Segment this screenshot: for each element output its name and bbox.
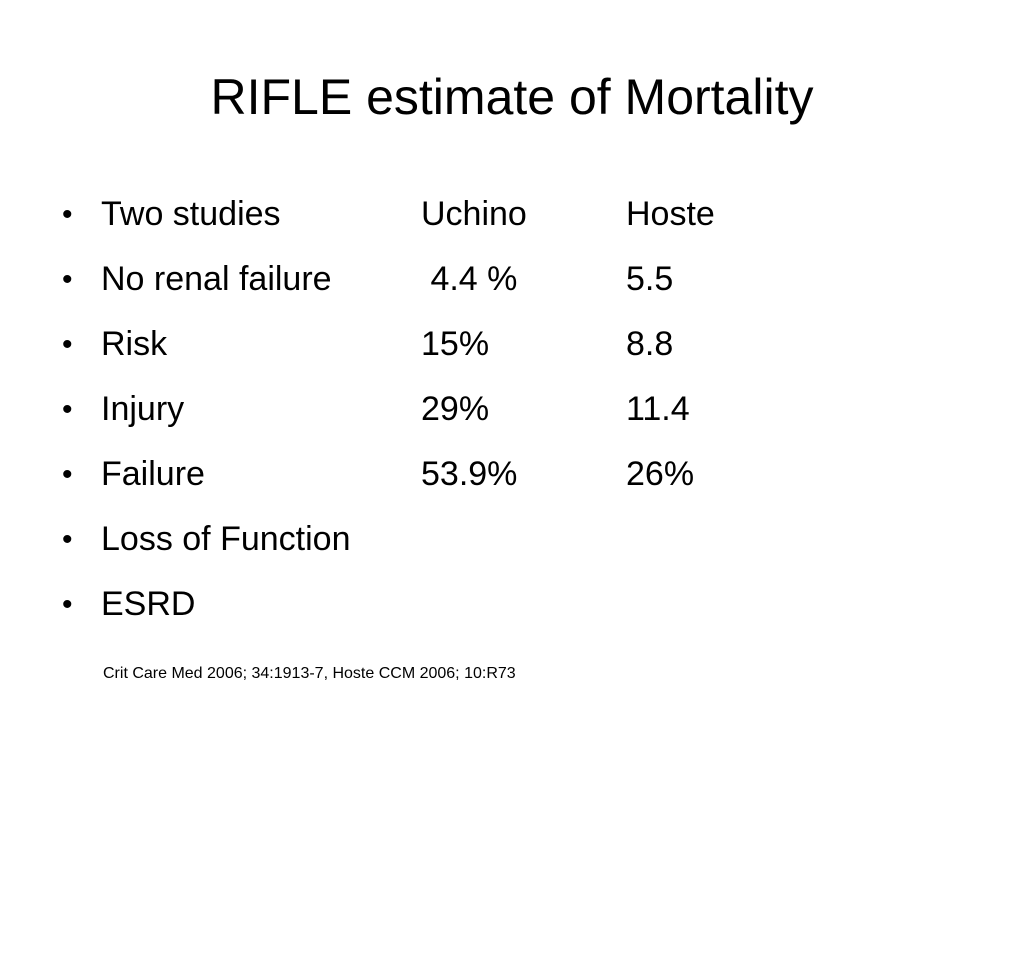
bullet-dot-icon: • xyxy=(62,198,73,231)
list-item: • Risk 15% 8.8 xyxy=(62,312,962,377)
list-item: • Loss of Function xyxy=(62,507,962,572)
citation: Crit Care Med 2006; 34:1913-7, Hoste CCM… xyxy=(103,665,516,682)
list-item: • Failure 53.9% 26% xyxy=(62,442,962,507)
row-label: Loss of Function xyxy=(101,520,351,558)
row-label: No renal failure xyxy=(101,260,332,298)
slide: RIFLE estimate of Mortality • Two studie… xyxy=(62,69,962,682)
hoste-value: 11.4 xyxy=(626,390,690,428)
uchino-value: 53.9% xyxy=(421,455,518,493)
hoste-value: 5.5 xyxy=(626,260,674,298)
slide-title: RIFLE estimate of Mortality xyxy=(210,69,814,125)
hoste-value: Hoste xyxy=(626,195,715,233)
list-item: • Two studies Uchino Hoste xyxy=(62,182,962,247)
row-label: Failure xyxy=(101,455,205,493)
bullet-dot-icon: • xyxy=(62,328,73,361)
uchino-value: 29% xyxy=(421,390,490,428)
list-item: • No renal failure 4.4 % 5.5 xyxy=(62,247,962,312)
row-label: Risk xyxy=(101,325,168,363)
bullet-dot-icon: • xyxy=(62,263,73,296)
row-label: ESRD xyxy=(101,585,196,623)
bullet-dot-icon: • xyxy=(62,588,73,621)
row-label: Two studies xyxy=(101,195,281,233)
uchino-value: 4.4 % xyxy=(421,260,518,298)
hoste-value: 26% xyxy=(626,455,695,493)
bullet-dot-icon: • xyxy=(62,458,73,491)
row-label: Injury xyxy=(101,390,185,428)
bullet-dot-icon: • xyxy=(62,523,73,556)
hoste-value: 8.8 xyxy=(626,325,674,363)
list-item: • ESRD xyxy=(62,572,962,637)
bullet-list: • Two studies Uchino Hoste • No renal fa… xyxy=(62,182,962,637)
list-item: • Injury 29% 11.4 xyxy=(62,377,962,442)
bullet-dot-icon: • xyxy=(62,393,73,426)
uchino-value: 15% xyxy=(421,325,490,363)
uchino-value: Uchino xyxy=(421,195,527,233)
